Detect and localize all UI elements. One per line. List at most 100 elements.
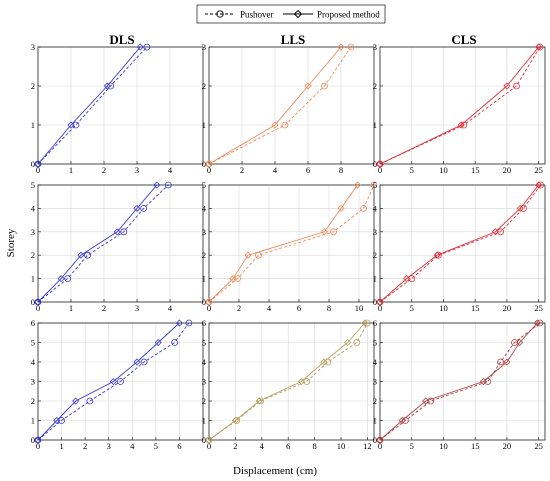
- x-tick-label: 2: [102, 303, 106, 313]
- x-tick-label: 15: [471, 303, 480, 313]
- x-tick-label: 1: [69, 303, 73, 313]
- proposed-point: [109, 377, 117, 386]
- proposed-line: [208, 46, 342, 165]
- column-title-cls: CLS: [451, 32, 476, 47]
- x-tick-label: 10: [337, 441, 346, 451]
- panel-8: 0 5 10 15 20 25 0 1 2 3 4 5 6: [373, 318, 546, 451]
- proposed-point: [433, 251, 441, 259]
- x-tick-label: 25: [534, 165, 543, 175]
- y-tick-label: 3: [202, 377, 206, 387]
- proposed-point: [154, 338, 162, 347]
- y-tick-label: 2: [202, 250, 206, 260]
- y-tick-label: 5: [31, 338, 35, 348]
- x-tick-label: 0: [36, 165, 40, 175]
- x-tick-label: 20: [503, 165, 512, 175]
- x-tick-label: 3: [135, 303, 139, 313]
- panel-5: 0 5 10 15 20 25 0 1 2 3 4 5: [373, 180, 546, 313]
- pushover-point: [303, 378, 311, 385]
- pushover-line: [208, 46, 352, 165]
- y-tick-label: 1: [202, 416, 206, 426]
- proposed-line: [208, 322, 366, 441]
- x-tick-label: 8: [327, 303, 331, 313]
- legend-proposed-marker: [293, 9, 303, 19]
- y-tick-label: 4: [373, 203, 378, 213]
- pushover-point: [321, 82, 328, 90]
- pushover-point: [511, 339, 518, 346]
- proposed-point: [533, 319, 541, 327]
- y-tick-label: 4: [31, 203, 36, 213]
- x-tick-label: 10: [439, 165, 448, 175]
- proposed-point: [53, 416, 61, 425]
- x-tick-label: 2: [102, 165, 106, 175]
- y-tick-label: 2: [373, 396, 377, 406]
- x-tick-label: 8: [339, 165, 343, 175]
- pushover-point: [164, 181, 172, 189]
- proposed-point: [516, 204, 524, 212]
- pushover-point: [58, 417, 65, 424]
- pushover-point: [120, 228, 128, 236]
- panel-frame: [37, 184, 204, 303]
- y-tick-label: 3: [373, 227, 377, 237]
- y-tick-label: 6: [373, 318, 377, 328]
- proposed-point: [320, 228, 329, 236]
- legend-proposed-label: Proposed method: [317, 10, 380, 20]
- pushover-line: [37, 322, 190, 441]
- panel-frame: [208, 184, 375, 303]
- column-title-dls: DLS: [109, 32, 134, 47]
- pushover-point: [72, 121, 80, 129]
- pushover-line: [37, 46, 148, 165]
- proposed-point: [153, 181, 161, 189]
- proposed-point: [271, 121, 279, 129]
- proposed-point: [479, 377, 488, 386]
- pushover-line: [379, 184, 541, 303]
- pushover-point: [408, 275, 416, 283]
- y-tick-label: 5: [202, 180, 206, 190]
- x-tick-label: 10: [439, 303, 448, 313]
- proposed-point: [34, 436, 42, 444]
- pushover-point: [353, 339, 361, 346]
- x-tick-label: 6: [297, 303, 301, 313]
- x-tick-label: 0: [378, 441, 382, 451]
- pushover-point: [86, 397, 94, 405]
- proposed-point: [34, 160, 42, 168]
- y-tick-label: 2: [202, 396, 206, 406]
- proposed-line: [379, 184, 540, 303]
- x-tick-label: 5: [410, 165, 414, 175]
- x-tick-label: 0: [36, 303, 40, 313]
- y-tick-label: 5: [31, 180, 35, 190]
- legend-pushover-label: Pushover: [240, 10, 274, 20]
- x-tick-label: 2: [240, 165, 244, 175]
- x-tick-label: 3: [135, 165, 139, 175]
- proposed-point: [205, 160, 213, 168]
- proposed-point: [136, 43, 144, 51]
- pushover-point: [536, 43, 544, 51]
- x-tick-label: 10: [439, 441, 448, 451]
- y-tick-label: 3: [202, 42, 206, 52]
- x-tick-label: 0: [207, 165, 211, 175]
- x-tick-label: 2: [83, 441, 87, 451]
- proposed-line: [37, 322, 180, 441]
- pushover-point: [427, 397, 435, 405]
- y-tick-label: 6: [31, 318, 35, 328]
- pushover-point: [257, 397, 264, 405]
- proposed-point: [344, 338, 352, 347]
- pushover-point: [497, 228, 504, 236]
- proposed-point: [422, 397, 430, 405]
- pushover-point: [171, 339, 179, 346]
- y-tick-label: 4: [31, 357, 36, 367]
- x-tick-label: 3: [107, 441, 111, 451]
- proposed-point: [244, 251, 252, 259]
- y-tick-label: 3: [373, 377, 377, 387]
- y-tick-label: 0: [31, 435, 35, 445]
- x-tick-label: 0: [207, 441, 211, 451]
- y-tick-label: 2: [373, 250, 377, 260]
- x-tick-label: 4: [260, 441, 265, 451]
- y-tick-label: 0: [373, 297, 377, 307]
- pushover-point: [84, 251, 91, 259]
- y-axis-label: Storey: [5, 228, 17, 257]
- x-tick-label: 2: [237, 303, 241, 313]
- x-tick-label: 5: [154, 441, 158, 451]
